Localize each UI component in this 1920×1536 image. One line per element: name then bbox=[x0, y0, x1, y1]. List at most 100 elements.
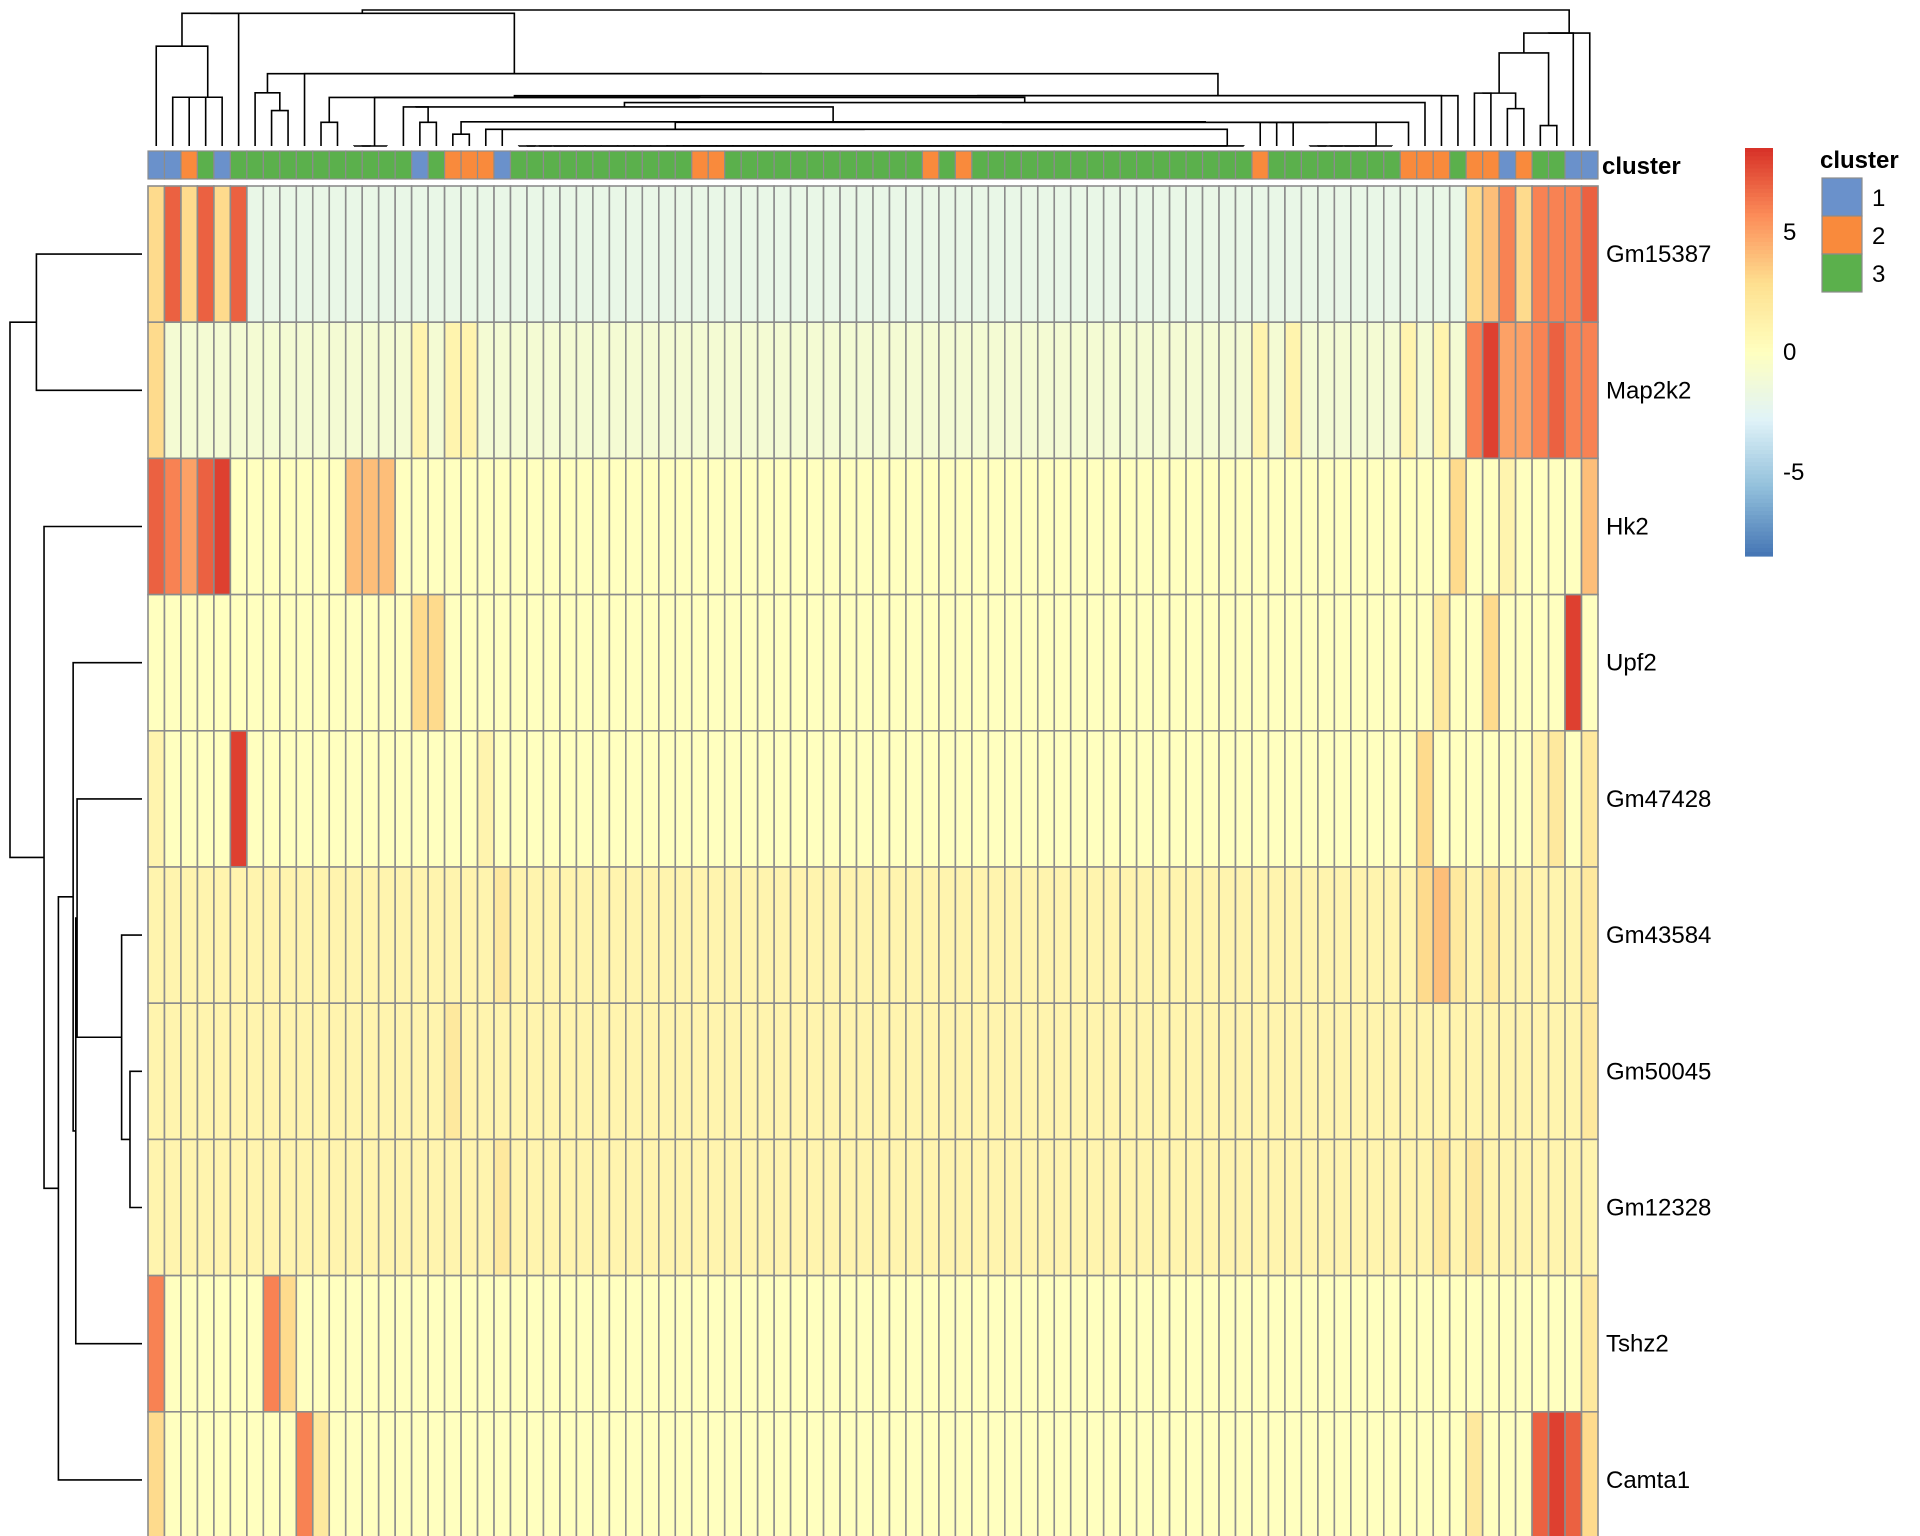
heatmap-cell bbox=[575, 866, 594, 1004]
cluster-annotation-cell bbox=[888, 150, 907, 180]
heatmap-cell bbox=[1432, 1274, 1451, 1413]
heatmap-cell bbox=[147, 1274, 166, 1413]
dendrogram-branch bbox=[1259, 121, 1278, 146]
cluster-annotation-cell bbox=[427, 150, 446, 180]
cluster-annotation-cell bbox=[361, 150, 380, 180]
heatmap-cell bbox=[196, 866, 215, 1004]
heatmap-cell bbox=[377, 1274, 396, 1413]
heatmap-cell bbox=[1382, 457, 1402, 596]
cluster-annotation-cell bbox=[1119, 150, 1138, 180]
heatmap-cell bbox=[756, 729, 775, 868]
heatmap-cell bbox=[1547, 1138, 1566, 1277]
heatmap-cell bbox=[1514, 1002, 1533, 1141]
heatmap-cell bbox=[905, 1002, 924, 1141]
heatmap-cell bbox=[789, 866, 808, 1004]
heatmap-cell bbox=[460, 457, 479, 596]
heatmap-cell bbox=[954, 1002, 973, 1141]
heatmap-cell bbox=[1448, 457, 1467, 596]
heatmap-cell bbox=[377, 185, 396, 323]
heatmap-cell bbox=[410, 729, 429, 868]
heatmap-cell bbox=[311, 729, 331, 868]
dendrogram-branch bbox=[419, 121, 438, 146]
heatmap-cell bbox=[839, 1002, 858, 1141]
heatmap-cell bbox=[592, 1002, 611, 1141]
heatmap-cell bbox=[575, 729, 594, 868]
heatmap-cell bbox=[1300, 185, 1319, 323]
heatmap-cell bbox=[279, 457, 298, 596]
heatmap-cell bbox=[690, 457, 710, 596]
color-scale-step bbox=[1745, 233, 1773, 239]
heatmap-cell bbox=[344, 866, 364, 1004]
heatmap-cell bbox=[971, 185, 990, 323]
heatmap-cell bbox=[1251, 185, 1270, 323]
heatmap-cell bbox=[1382, 1002, 1402, 1141]
heatmap-cell bbox=[740, 866, 759, 1004]
heatmap-cell bbox=[1498, 1002, 1517, 1141]
heatmap-cell bbox=[1415, 1274, 1435, 1413]
heatmap-cell bbox=[377, 593, 396, 732]
heatmap-cell bbox=[1547, 1411, 1566, 1536]
heatmap-cell bbox=[674, 729, 693, 868]
heatmap-cell bbox=[1201, 866, 1220, 1004]
heatmap-cell bbox=[163, 457, 182, 596]
heatmap-cell bbox=[229, 866, 248, 1004]
heatmap-cell bbox=[1300, 729, 1319, 868]
heatmap-cell bbox=[377, 866, 396, 1004]
heatmap-cell bbox=[1267, 1138, 1286, 1277]
heatmap-cell bbox=[361, 866, 380, 1004]
heatmap-cell bbox=[1218, 457, 1237, 596]
heatmap-cell bbox=[526, 1411, 545, 1536]
heatmap-cell bbox=[756, 593, 775, 732]
heatmap-cell bbox=[443, 1274, 462, 1413]
heatmap-cell bbox=[1465, 866, 1484, 1004]
heatmap-cell bbox=[262, 729, 281, 868]
heatmap-cell bbox=[987, 1002, 1006, 1141]
heatmap-cell bbox=[410, 321, 429, 460]
heatmap-cell bbox=[328, 1138, 347, 1277]
heatmap-cell bbox=[773, 1002, 792, 1141]
heatmap-cell bbox=[1152, 1138, 1171, 1277]
heatmap-cell bbox=[1102, 866, 1121, 1004]
heatmap-cell bbox=[1053, 321, 1072, 460]
heatmap-cell bbox=[147, 593, 166, 732]
heatmap-cell bbox=[806, 593, 825, 732]
heatmap-cell bbox=[657, 1274, 677, 1413]
heatmap-cell bbox=[625, 1138, 644, 1277]
heatmap-cell bbox=[1069, 1411, 1089, 1536]
color-scale-step bbox=[1745, 286, 1773, 292]
heatmap-cell bbox=[1201, 1411, 1220, 1536]
cluster-annotation-cell bbox=[1020, 150, 1039, 180]
heatmap-cell bbox=[1531, 866, 1550, 1004]
heatmap-cell bbox=[559, 321, 578, 460]
heatmap-cell bbox=[921, 593, 940, 732]
heatmap-cell bbox=[1069, 729, 1089, 868]
heatmap-cell bbox=[1564, 1274, 1583, 1413]
heatmap-cell bbox=[526, 1138, 545, 1277]
cluster-annotation-cell bbox=[1416, 150, 1434, 180]
heatmap-cell bbox=[394, 321, 413, 460]
heatmap-cell bbox=[888, 866, 907, 1004]
dendrogram-branch bbox=[266, 72, 763, 93]
cluster-annotation-cell bbox=[229, 150, 248, 180]
heatmap-cell bbox=[1547, 457, 1566, 596]
heatmap-cell bbox=[542, 1138, 561, 1277]
heatmap-cell bbox=[1300, 457, 1319, 596]
heatmap-cell bbox=[756, 866, 775, 1004]
heatmap-cell bbox=[1119, 321, 1138, 460]
heatmap-cell bbox=[625, 1274, 644, 1413]
heatmap-cell bbox=[476, 321, 495, 460]
heatmap-cell bbox=[888, 1002, 907, 1141]
heatmap-cell bbox=[707, 729, 726, 868]
heatmap-cell bbox=[723, 1411, 742, 1536]
heatmap-cell bbox=[740, 1274, 759, 1413]
heatmap-cell bbox=[1251, 1002, 1270, 1141]
heatmap-cell bbox=[180, 1274, 199, 1413]
heatmap-cell bbox=[1547, 185, 1566, 323]
heatmap-cell bbox=[311, 1274, 331, 1413]
heatmap-cell bbox=[1201, 593, 1220, 732]
heatmap-cell bbox=[542, 729, 561, 868]
heatmap-cell bbox=[443, 321, 462, 460]
heatmap-cell bbox=[1267, 729, 1286, 868]
heatmap-cell bbox=[1300, 593, 1319, 732]
heatmap-cell bbox=[1102, 457, 1121, 596]
